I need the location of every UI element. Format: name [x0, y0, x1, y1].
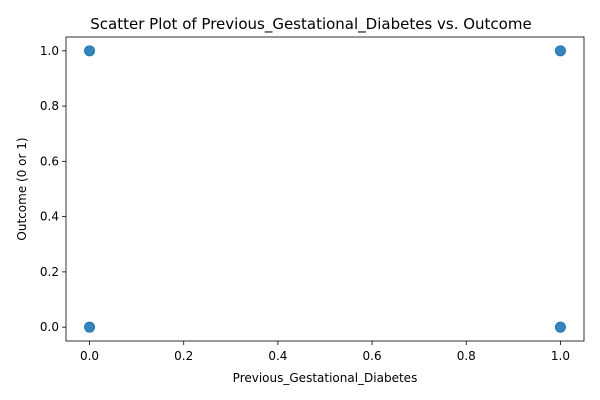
- scatter-point: [84, 45, 96, 57]
- x-tick-label: 0.2: [174, 349, 193, 363]
- plot-frame: [65, 36, 585, 342]
- x-tick-label: 0.4: [268, 349, 287, 363]
- y-tick-label: 0.8: [40, 99, 59, 113]
- x-axis: 0.0 0.2 0.4 0.6 0.8 1.0: [80, 341, 570, 363]
- y-tick-label: 0.4: [40, 210, 59, 224]
- y-tick-label: 0.0: [40, 320, 59, 334]
- chart-title: Scatter Plot of Previous_Gestational_Dia…: [90, 15, 531, 34]
- scatter-point: [554, 45, 566, 57]
- x-tick-label: 0.0: [80, 349, 99, 363]
- y-tick-label: 0.2: [40, 265, 59, 279]
- y-axis-title: Outcome (0 or 1): [15, 137, 29, 240]
- x-axis-title: Previous_Gestational_Diabetes: [233, 371, 418, 385]
- plot-area: [84, 45, 566, 333]
- y-tick-label: 1.0: [40, 44, 59, 58]
- x-tick-label: 1.0: [551, 349, 570, 363]
- scatter-point: [554, 321, 566, 333]
- y-tick-label: 0.6: [40, 154, 59, 168]
- y-axis: 0.0 0.2 0.4 0.6 0.8 1.0: [40, 44, 66, 334]
- scatter-point: [84, 321, 96, 333]
- x-tick-label: 0.6: [363, 349, 382, 363]
- x-tick-label: 0.8: [457, 349, 476, 363]
